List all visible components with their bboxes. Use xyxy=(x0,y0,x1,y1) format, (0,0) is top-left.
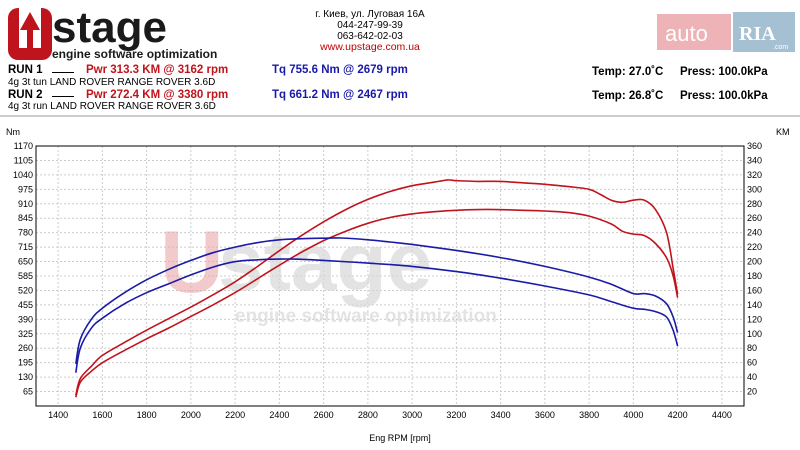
y-right-tick-label: 300 xyxy=(747,184,762,194)
y-right-tick-label: 220 xyxy=(747,242,762,252)
series-line-tq-run-2 xyxy=(75,258,679,373)
y-right-tick-label: 360 xyxy=(747,141,762,151)
y-left-tick-label: 845 xyxy=(18,213,33,223)
y-left-tick-label: 65 xyxy=(23,387,33,397)
y-right-tick-label: 280 xyxy=(747,199,762,209)
y-left-tick-label: 715 xyxy=(18,242,33,252)
y-left-tick-label: 780 xyxy=(18,228,33,238)
y-left-tick-label: 1170 xyxy=(14,141,33,151)
autoria-auto-text: auto xyxy=(665,21,708,46)
x-tick-label: 4400 xyxy=(712,410,732,420)
y-left-tick-label: 520 xyxy=(18,285,33,295)
run1-power: Pwr 313.3 KM @ 3162 rpm xyxy=(86,64,229,76)
run1-temp: Temp: 27.0˚C xyxy=(592,66,664,78)
y-right-tick-label: 200 xyxy=(747,257,762,267)
chart-watermark: U stage engine software optimization xyxy=(160,212,497,327)
address: г. Киев, ул. Луговая 16А xyxy=(315,9,425,20)
y-left-tick-label: 1040 xyxy=(13,170,33,180)
run2-power: Pwr 272.4 KM @ 3380 rpm xyxy=(86,89,229,101)
run1-desc: 4g 3t tun LAND ROVER RANGE ROVER 3.6D xyxy=(8,77,216,88)
logo-tagline: engine software optimization xyxy=(52,47,217,61)
y-axis-right-label: KM xyxy=(776,127,790,137)
run2-label: RUN 2 xyxy=(8,89,43,101)
plot-frame xyxy=(35,145,745,407)
phone-2: 063-642-02-03 xyxy=(337,31,403,42)
chart-series xyxy=(75,179,679,398)
x-tick-label: 2600 xyxy=(314,410,334,420)
y-left-tick-label: 325 xyxy=(18,329,33,339)
run1-torque: Tq 755.6 Nm @ 2679 rpm xyxy=(272,64,408,76)
series-line-pwr-run-2 xyxy=(75,208,679,398)
y-right-tick-label: 20 xyxy=(747,387,757,397)
x-tick-label: 3400 xyxy=(491,410,511,420)
x-tick-label: 3200 xyxy=(446,410,466,420)
x-tick-label: 2400 xyxy=(269,410,289,420)
x-tick-label: 4000 xyxy=(623,410,643,420)
x-tick-label: 2800 xyxy=(358,410,378,420)
y-left-tick-label: 975 xyxy=(18,184,33,194)
y-left-tick-label: 650 xyxy=(18,257,33,267)
series-line-tq-run-1 xyxy=(75,237,679,364)
website-link[interactable]: www.upstage.com.ua xyxy=(320,41,420,53)
x-tick-label: 1600 xyxy=(92,410,112,420)
run2-press: Press: 100.0kPa xyxy=(680,90,768,102)
watermark-logo-u: U xyxy=(160,212,224,311)
x-tick-label: 2200 xyxy=(225,410,245,420)
upstage-logo: stage engine software optimization xyxy=(4,4,254,62)
y-right-tick-label: 60 xyxy=(747,358,757,368)
y-right-tick-label: 260 xyxy=(747,213,762,223)
logo-wordmark: stage xyxy=(52,4,167,52)
x-tick-label: 1800 xyxy=(137,410,157,420)
run2-desc: 4g 3t run LAND ROVER RANGE ROVER 3.6D xyxy=(8,101,216,112)
y-right-tick-label: 160 xyxy=(747,285,762,295)
run1-line-sample xyxy=(52,72,74,73)
series-line-pwr-run-1 xyxy=(75,179,679,396)
y-right-tick-label: 340 xyxy=(747,155,762,165)
x-tick-label: 3000 xyxy=(402,410,422,420)
x-axis-label: Eng RPM [rpm] xyxy=(369,433,431,443)
x-tick-label: 3800 xyxy=(579,410,599,420)
x-tick-label: 3600 xyxy=(535,410,555,420)
phone-1: 044-247-99-39 xyxy=(337,20,403,31)
y-left-tick-label: 455 xyxy=(18,300,33,310)
y-right-tick-label: 140 xyxy=(747,300,762,310)
y-left-tick-label: 1105 xyxy=(14,155,33,165)
watermark-tagline: engine software optimization xyxy=(235,306,497,327)
watermark-logo-word: stage xyxy=(218,217,432,308)
y-right-tick-label: 180 xyxy=(747,271,762,281)
autoria-watermark: auto RIA .com xyxy=(655,10,797,54)
y-axis-left-label: Nm xyxy=(6,127,20,137)
x-tick-label: 2000 xyxy=(181,410,201,420)
y-left-tick-label: 195 xyxy=(18,358,33,368)
run2-line-sample xyxy=(52,96,74,97)
y-right-tick-label: 40 xyxy=(747,372,757,382)
run2-torque: Tq 661.2 Nm @ 2467 rpm xyxy=(272,89,408,101)
run1-label: RUN 1 xyxy=(8,64,43,76)
x-tick-label: 1400 xyxy=(48,410,68,420)
y-left-tick-label: 910 xyxy=(18,199,33,209)
y-right-tick-label: 100 xyxy=(747,329,762,339)
y-left-tick-label: 260 xyxy=(18,343,33,353)
x-tick-label: 4200 xyxy=(668,410,688,420)
run1-press: Press: 100.0kPa xyxy=(680,66,768,78)
y-left-tick-label: 390 xyxy=(18,314,33,324)
autoria-ria-text: RIA xyxy=(739,23,776,45)
y-right-tick-label: 240 xyxy=(747,228,762,238)
y-right-tick-label: 320 xyxy=(747,170,762,180)
y-right-tick-label: 80 xyxy=(747,343,757,353)
run2-temp: Temp: 26.8˚C xyxy=(592,90,664,102)
y-left-tick-label: 130 xyxy=(18,372,33,382)
chart-axes: 1400 1600 1800 2000 2200 2400 2600 2800 3000 3200… xyxy=(13,141,762,420)
autoria-com-text: .com xyxy=(773,44,788,51)
y-right-tick-label: 120 xyxy=(747,314,762,324)
y-left-tick-label: 585 xyxy=(18,271,33,281)
